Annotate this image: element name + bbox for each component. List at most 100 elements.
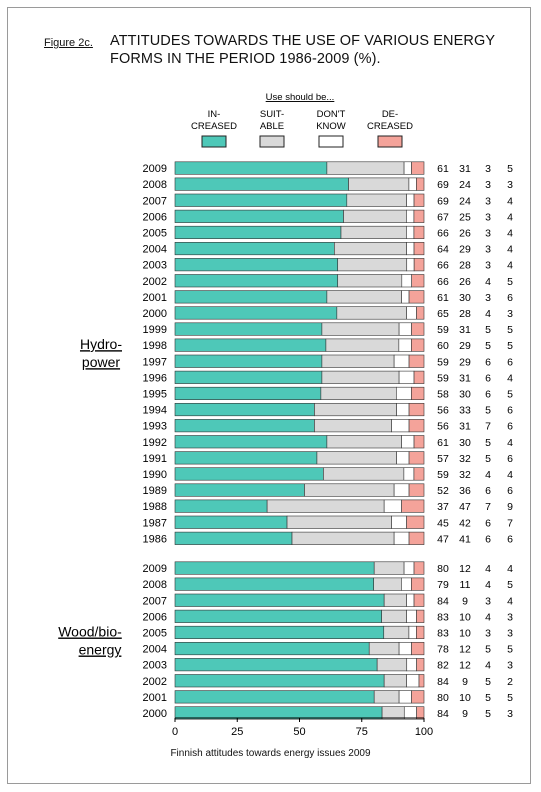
bar-segment-dont_know <box>406 193 415 207</box>
x-tick-label: 50 <box>293 726 305 738</box>
bar-segment-decreased <box>408 483 425 497</box>
value-label-increased: 66 <box>437 260 449 272</box>
bar-segment-decreased <box>411 274 425 288</box>
year-label: 1991 <box>143 453 167 465</box>
bar-segment-suitable <box>348 177 410 191</box>
value-label-suitable: 28 <box>459 260 471 272</box>
bar-segment-dont_know <box>401 435 415 449</box>
value-label-decreased: 6 <box>507 485 513 497</box>
year-label: 1999 <box>143 324 167 336</box>
value-label-decreased: 6 <box>507 453 513 465</box>
bar-segment-dont_know <box>403 561 415 575</box>
legend-swatch-suitable <box>259 135 285 148</box>
bar-segment-suitable <box>314 402 397 417</box>
bar-segment-decreased <box>413 593 425 607</box>
bar-segment-decreased <box>408 354 425 368</box>
value-label-dont_know: 5 <box>485 644 491 656</box>
legend-label-dont_know-top: DON'T <box>317 109 346 120</box>
value-label-dont_know: 3 <box>485 195 491 207</box>
bar-segment-suitable <box>314 419 392 433</box>
bar-segment-dont_know <box>391 515 407 529</box>
bar-segment-dont_know <box>403 467 415 481</box>
bar-segment-increased <box>174 242 335 256</box>
year-label: 2003 <box>143 260 167 272</box>
value-label-dont_know: 4 <box>485 469 491 481</box>
value-label-suitable: 29 <box>459 244 471 256</box>
value-label-dont_know: 5 <box>485 340 491 352</box>
value-label-suitable: 30 <box>459 388 471 400</box>
value-label-suitable: 41 <box>459 533 471 545</box>
value-label-suitable: 11 <box>460 579 471 591</box>
value-label-decreased: 4 <box>507 244 513 256</box>
chart-title-line-2: FORMS IN THE PERIOD 1986-2009 (%). <box>110 51 381 67</box>
bar-segment-increased <box>174 531 293 545</box>
year-label: 1989 <box>143 485 167 497</box>
bar-segment-decreased <box>416 306 425 320</box>
figure-frame <box>7 7 531 784</box>
bar-segment-decreased <box>411 161 425 175</box>
bar-segment-decreased <box>408 402 425 417</box>
bar-segment-increased <box>174 354 323 368</box>
value-label-dont_know: 5 <box>485 437 491 449</box>
bar-segment-increased <box>174 193 348 207</box>
legend-title: Use should be... <box>266 92 335 103</box>
bar-segment-suitable <box>343 209 407 223</box>
bar-segment-dont_know <box>406 306 417 320</box>
value-label-dont_know: 4 <box>485 579 491 591</box>
value-label-dont_know: 6 <box>485 485 491 497</box>
value-label-increased: 69 <box>437 179 449 191</box>
bar-segment-suitable <box>304 483 395 497</box>
value-label-decreased: 3 <box>507 708 513 720</box>
bar-segment-dont_know <box>396 402 410 417</box>
value-label-decreased: 4 <box>507 260 513 272</box>
bar-segment-suitable <box>337 274 403 288</box>
bar-segment-increased <box>174 625 385 640</box>
value-label-suitable: 24 <box>459 195 471 207</box>
bar-segment-suitable <box>316 451 397 465</box>
value-label-dont_know: 7 <box>485 501 491 513</box>
bar-segment-increased <box>174 338 327 352</box>
group-label-line-2: energy <box>79 642 122 658</box>
value-label-decreased: 3 <box>507 308 513 320</box>
year-label: 1994 <box>143 405 167 417</box>
year-label: 1992 <box>143 437 167 449</box>
value-label-dont_know: 3 <box>485 227 491 239</box>
value-label-suitable: 31 <box>459 163 471 175</box>
bar-segment-suitable <box>321 370 400 384</box>
value-label-suitable: 26 <box>459 276 471 288</box>
value-label-decreased: 3 <box>507 611 513 623</box>
value-label-suitable: 12 <box>459 660 471 672</box>
value-label-suitable: 10 <box>459 627 471 639</box>
value-label-suitable: 9 <box>462 676 468 688</box>
value-label-suitable: 42 <box>459 517 471 529</box>
value-label-increased: 59 <box>437 372 449 384</box>
bar-segment-decreased <box>413 209 425 223</box>
bar-segment-suitable <box>266 499 385 513</box>
bar-segment-increased <box>174 658 378 672</box>
legend-label-dont_know-bottom: KNOW <box>316 121 346 132</box>
bar-segment-decreased <box>413 193 425 207</box>
value-label-dont_know: 5 <box>485 405 491 417</box>
bar-segment-increased <box>174 306 338 320</box>
bar-segment-increased <box>174 161 328 175</box>
value-label-dont_know: 3 <box>485 627 491 639</box>
value-label-decreased: 3 <box>507 660 513 672</box>
year-label: 2009 <box>143 563 167 575</box>
bar-segment-dont_know <box>401 290 410 304</box>
value-label-dont_know: 3 <box>485 163 491 175</box>
value-label-suitable: 12 <box>459 563 471 575</box>
group-label-line-1: Wood/bio- <box>58 624 122 640</box>
bar-segment-decreased <box>416 658 425 672</box>
bar-segment-suitable <box>381 706 405 720</box>
year-label: 1987 <box>143 517 167 529</box>
bar-segment-increased <box>174 386 322 401</box>
value-label-increased: 59 <box>437 356 449 368</box>
value-label-dont_know: 6 <box>485 533 491 545</box>
value-label-suitable: 28 <box>459 308 471 320</box>
value-label-increased: 59 <box>437 324 449 336</box>
value-label-dont_know: 3 <box>485 211 491 223</box>
bar-segment-increased <box>174 561 375 575</box>
bar-segment-dont_know <box>396 451 410 465</box>
bar-segment-dont_know <box>406 658 417 672</box>
bar-segment-dont_know <box>383 499 402 513</box>
